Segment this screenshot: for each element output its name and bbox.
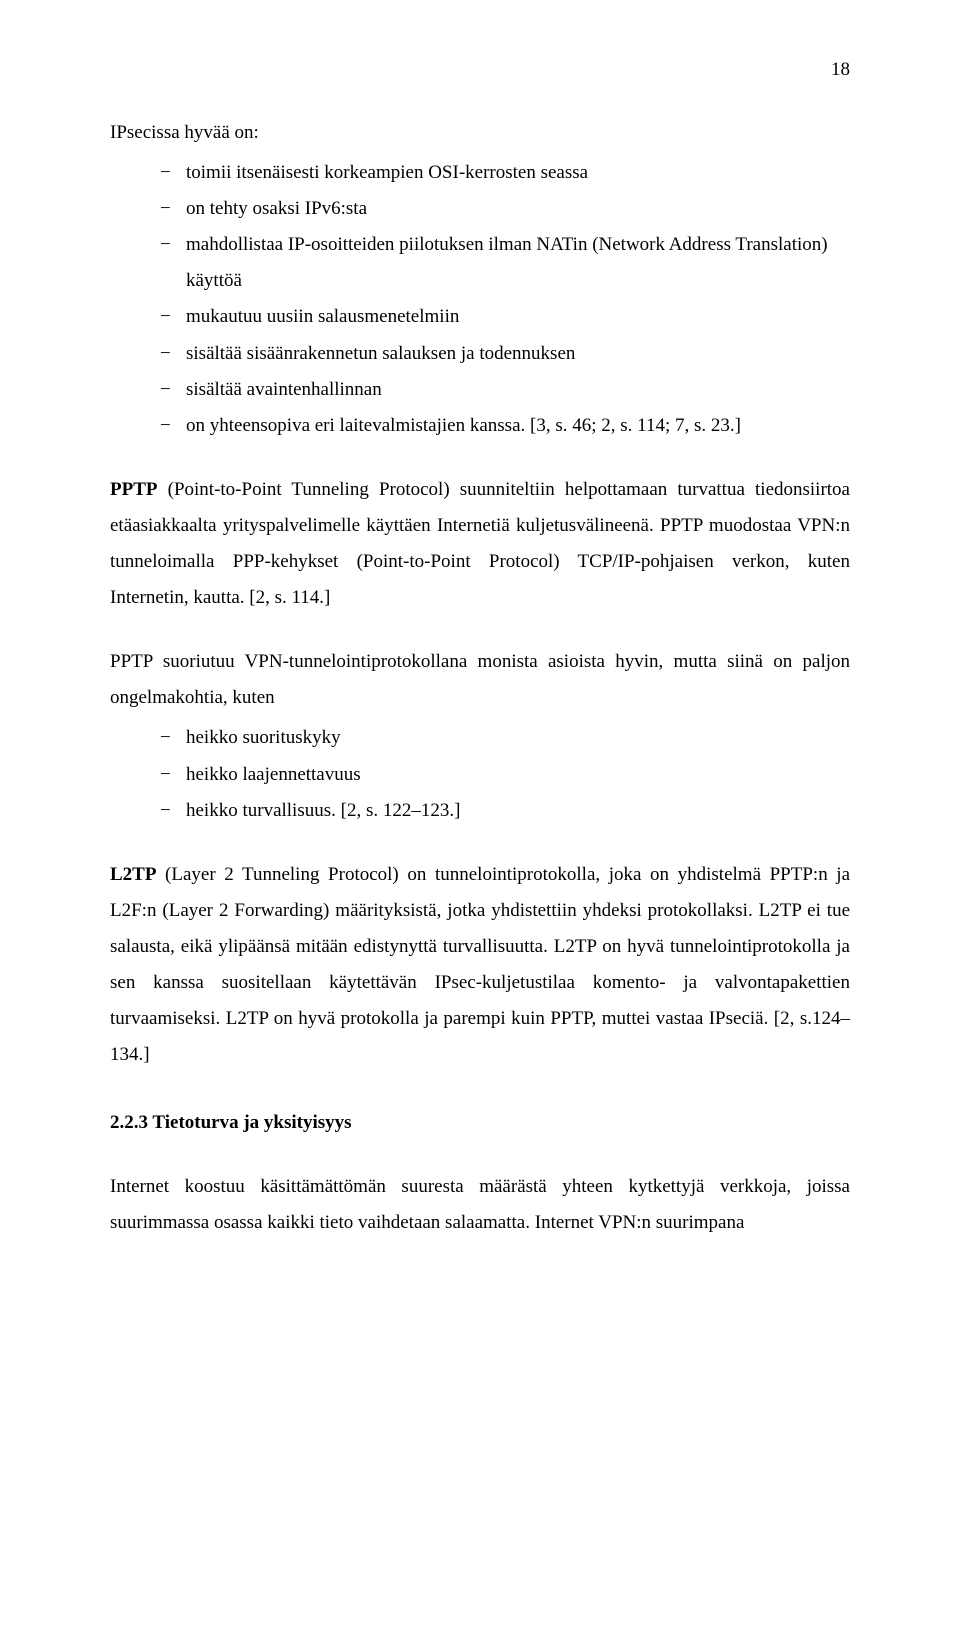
list-item: sisältää sisäänrakennetun salauksen ja t…: [160, 336, 850, 372]
list-item: on yhteensopiva eri laitevalmistajien ka…: [160, 408, 850, 444]
pptp-issues-list: heikko suorituskyky heikko laajennettavu…: [110, 720, 850, 828]
list-item: mahdollistaa IP-osoitteiden piilotuksen …: [160, 227, 850, 299]
pptp-text: (Point-to-Point Tunneling Protocol) suun…: [110, 479, 850, 608]
l2tp-abbrev: L2TP: [110, 864, 156, 885]
pptp-paragraph-2: PPTP suoriutuu VPN-tunnelointiprotokolla…: [110, 644, 850, 716]
ipsec-intro: IPsecissa hyvää on:: [110, 115, 850, 151]
closing-paragraph: Internet koostuu käsittämättömän suurest…: [110, 1169, 850, 1241]
pptp-abbrev: PPTP: [110, 479, 158, 500]
list-item: heikko suorituskyky: [160, 720, 850, 756]
pptp-paragraph-1: PPTP (Point-to-Point Tunneling Protocol)…: [110, 472, 850, 616]
list-item: heikko turvallisuus. [2, s. 122–123.]: [160, 793, 850, 829]
ipsec-benefits-list: toimii itsenäisesti korkeampien OSI-kerr…: [110, 155, 850, 444]
list-item: on tehty osaksi IPv6:sta: [160, 191, 850, 227]
list-item: heikko laajennettavuus: [160, 757, 850, 793]
l2tp-text: (Layer 2 Tunneling Protocol) on tunneloi…: [110, 864, 850, 1065]
list-item: mukautuu uusiin salausmenetelmiin: [160, 299, 850, 335]
subsection-heading: 2.2.3 Tietoturva ja yksityisyys: [110, 1105, 850, 1141]
list-item: sisältää avaintenhallinnan: [160, 372, 850, 408]
list-item: toimii itsenäisesti korkeampien OSI-kerr…: [160, 155, 850, 191]
page-number: 18: [110, 60, 850, 79]
l2tp-paragraph: L2TP (Layer 2 Tunneling Protocol) on tun…: [110, 857, 850, 1074]
